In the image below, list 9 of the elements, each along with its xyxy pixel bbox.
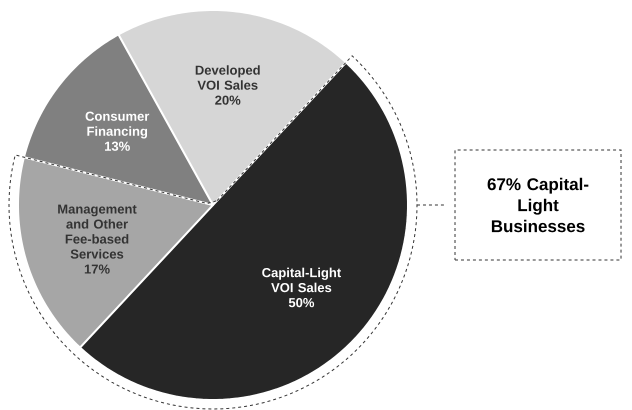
slice-label: Capital-Light VOI Sales bbox=[262, 268, 341, 292]
slice-label: Consumer Financing bbox=[86, 112, 150, 138]
slice-label: Developed VOI Sales bbox=[196, 65, 260, 90]
data-label: 50% bbox=[288, 298, 314, 308]
slice-label: Management and Other Fee-based Services bbox=[58, 204, 137, 259]
data-label: 20% bbox=[215, 96, 240, 105]
data-label: 13% bbox=[105, 142, 130, 151]
data-label: 17% bbox=[84, 264, 110, 274]
text: 67% Capital-Light Businesses bbox=[488, 178, 588, 232]
